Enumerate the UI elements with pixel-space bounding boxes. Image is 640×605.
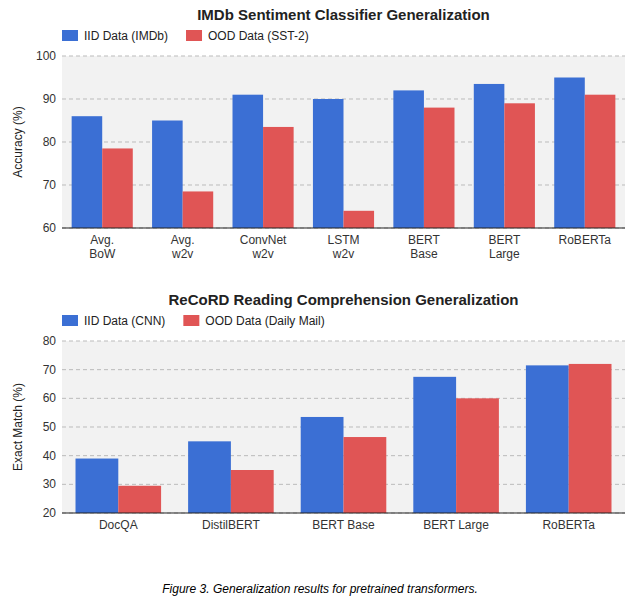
legend-label: IID Data (CNN) [84,314,165,328]
x-tick-label: BERTBase [408,233,440,261]
y-axis-label: Exact Match (%) [11,383,25,471]
y-tick-label: 20 [43,506,57,520]
bar [554,78,585,229]
y-tick-label: 30 [43,477,57,491]
x-tick-label-line: RoBERTa [559,233,612,247]
x-tick-label: BERT Large [423,518,489,532]
bar [231,470,274,513]
legend-swatch [183,315,199,326]
legend-label: OOD Data (Daily Mail) [205,314,324,328]
bar [313,99,344,228]
bars [76,364,612,513]
bar [152,121,183,229]
y-tick-label: 60 [43,391,57,405]
grid-line [62,56,625,57]
x-tick-label-line: Avg. [171,233,195,247]
x-axis-line [62,513,625,514]
x-tick-label: LSTMw2v [327,233,359,261]
bar [188,441,231,513]
bar [344,211,375,228]
bar [569,364,612,513]
y-tick-label: 40 [43,449,57,463]
x-tick-label: BERTLarge [488,233,520,261]
legend-label: IID Data (IMDb) [84,29,168,43]
bar [393,90,424,228]
legend: IID Data (CNN) OOD Data (Daily Mail) [62,314,325,328]
x-tick-label: ConvNetw2v [240,233,287,261]
x-tick-label-line: DocQA [99,518,138,532]
chart: ReCoRD Reading Comprehension Generalizat… [11,291,625,532]
bar [263,127,294,228]
bars [72,78,616,229]
y-tick-label: 80 [43,334,57,348]
y-tick-label: 70 [43,363,57,377]
x-axis-line [62,228,625,229]
x-tick-label-line: w2v [251,247,273,261]
legend: IID Data (IMDb) OOD Data (SST-2) [62,29,309,43]
x-tick-label: DistilBERT [202,518,260,532]
x-tick-label-line: Base [410,247,438,261]
x-tick-label-line: BERT Base [312,518,375,532]
bar [301,417,344,513]
x-tick-label-line: Large [489,247,520,261]
y-tick-label: 80 [43,135,57,149]
caption: Figure 3. Generalization results for pre… [162,582,477,596]
y-tick-label: 60 [43,221,57,235]
x-tick-label-line: BERT [408,233,440,247]
x-tick-label-line: ConvNet [240,233,287,247]
x-tick-label-line: Avg. [90,233,114,247]
bar [526,365,569,513]
x-tick-label-line: BERT [488,233,520,247]
y-tick-label: 50 [43,420,57,434]
x-tick-label-line: w2v [171,247,193,261]
plot-background [62,56,625,228]
legend-label: OOD Data (SST-2) [208,29,309,43]
legend-swatch [62,30,78,41]
legend-swatch [186,30,202,41]
x-tick-label: RoBERTa [542,518,595,532]
bar [72,116,103,228]
y-tick-label: 90 [43,92,57,106]
bar [585,95,616,228]
y-tick-label: 70 [43,178,57,192]
x-tick-label: Avg.w2v [171,233,195,261]
bar [233,95,264,228]
bar [102,148,133,228]
bar [183,191,214,228]
x-tick-label: BERT Base [312,518,375,532]
bar [76,459,119,513]
chart-title: ReCoRD Reading Comprehension Generalizat… [168,291,518,308]
plot-background [62,341,625,513]
bar [413,377,456,513]
bar [424,108,455,228]
grid-line [62,513,625,514]
x-tick-label-line: BERT Large [423,518,489,532]
bar [456,398,499,513]
grid-line [62,228,625,229]
bar [474,84,505,228]
y-axis-label: Accuracy (%) [11,106,25,177]
x-tick-label: Avg.BoW [89,233,116,261]
x-tick-label-line: DistilBERT [202,518,260,532]
bar [118,486,161,513]
y-tick-label: 100 [36,49,56,63]
bar [504,103,535,228]
figure: IMDb Sentiment Classifier Generalization… [0,0,640,605]
legend-swatch [62,315,78,326]
x-tick-label-line: RoBERTa [542,518,595,532]
chart: IMDb Sentiment Classifier Generalization… [11,6,625,261]
x-tick-label-line: LSTM [327,233,359,247]
x-tick-label-line: BoW [89,247,116,261]
x-tick-label: DocQA [99,518,138,532]
x-tick-label-line: w2v [332,247,354,261]
bar [344,437,387,513]
chart-title: IMDb Sentiment Classifier Generalization [197,6,490,23]
x-tick-label: RoBERTa [559,233,612,247]
grid-line [62,341,625,342]
